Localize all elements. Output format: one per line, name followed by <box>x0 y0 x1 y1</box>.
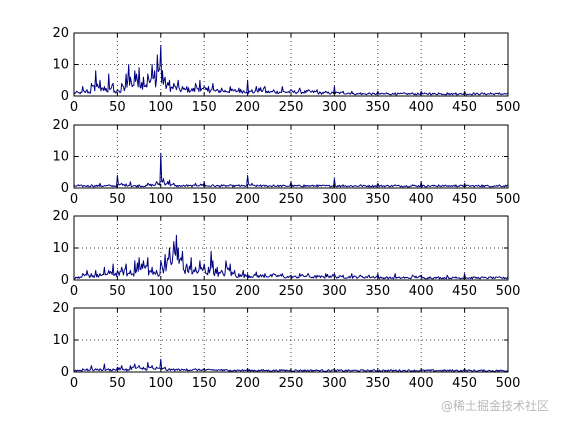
x-tick-label: 450 <box>452 376 477 391</box>
subplot-3: 0 50 100 150 200 250 300 350 400 450 500 0 10 20 <box>52 209 520 299</box>
x-tick-label: 450 <box>452 100 477 115</box>
x-tick-label: 250 <box>279 192 304 207</box>
subplot-4: 0 50 100 150 200 250 300 350 400 450 500 0 10 20 <box>52 301 520 391</box>
x-tick-label: 200 <box>235 376 260 391</box>
y-tick-label: 10 <box>52 333 69 348</box>
x-tick-label: 150 <box>192 284 217 299</box>
x-tick-label: 150 <box>192 192 217 207</box>
x-tick-label: 450 <box>452 192 477 207</box>
x-tick-label: 150 <box>192 376 217 391</box>
x-tick-label: 350 <box>365 192 390 207</box>
x-tick-label: 250 <box>279 100 304 115</box>
x-tick-label: 0 <box>70 284 78 299</box>
x-tick-label: 300 <box>322 192 347 207</box>
y-tick-label: 20 <box>52 26 69 41</box>
x-tick-label: 100 <box>148 284 173 299</box>
x-tick-label: 500 <box>496 284 521 299</box>
x-tick-label: 200 <box>235 284 260 299</box>
series-line <box>73 152 509 188</box>
x-tick-label: 50 <box>109 376 126 391</box>
series-line <box>73 234 509 280</box>
x-tick-label: 150 <box>192 100 217 115</box>
x-tick-label: 50 <box>109 192 126 207</box>
x-tick-label: 200 <box>235 100 260 115</box>
x-tick-label: 50 <box>109 284 126 299</box>
x-tick-label: 400 <box>409 376 434 391</box>
x-tick-label: 100 <box>148 192 173 207</box>
y-tick-label: 10 <box>52 241 69 256</box>
x-tick-label: 300 <box>322 284 347 299</box>
x-tick-label: 500 <box>496 376 521 391</box>
x-tick-label: 300 <box>322 376 347 391</box>
x-tick-label: 400 <box>409 192 434 207</box>
x-tick-label: 50 <box>109 100 126 115</box>
y-tick-label: 0 <box>61 365 69 380</box>
x-tick-label: 250 <box>279 376 304 391</box>
x-tick-label: 450 <box>452 284 477 299</box>
x-tick-label: 0 <box>70 192 78 207</box>
subplot-1: 0 50 100 150 200 250 300 350 400 450 500 0 10 20 <box>52 26 520 115</box>
x-tick-label: 300 <box>322 100 347 115</box>
subplot-2: 0 50 100 150 200 250 300 350 400 450 500 0 10 20 <box>52 118 520 207</box>
x-tick-label: 500 <box>496 100 521 115</box>
x-tick-label: 350 <box>365 284 390 299</box>
x-tick-label: 100 <box>148 100 173 115</box>
watermark-text: @稀土掘金技术社区 <box>440 399 549 413</box>
x-tick-label: 500 <box>496 192 521 207</box>
series-line <box>73 45 509 96</box>
y-tick-label: 0 <box>61 89 69 104</box>
y-tick-label: 0 <box>61 181 69 196</box>
y-tick-label: 10 <box>52 150 69 165</box>
x-tick-label: 400 <box>409 100 434 115</box>
x-tick-label: 350 <box>365 100 390 115</box>
x-tick-label: 0 <box>70 100 78 115</box>
y-tick-label: 20 <box>52 301 69 316</box>
y-tick-label: 20 <box>52 118 69 133</box>
x-tick-label: 400 <box>409 284 434 299</box>
y-tick-label: 0 <box>61 273 69 288</box>
x-tick-label: 200 <box>235 192 260 207</box>
x-tick-label: 0 <box>70 376 78 391</box>
y-tick-label: 20 <box>52 209 69 224</box>
x-tick-label: 350 <box>365 376 390 391</box>
x-tick-label: 250 <box>279 284 304 299</box>
y-tick-label: 10 <box>52 58 69 73</box>
x-tick-label: 100 <box>148 376 173 391</box>
